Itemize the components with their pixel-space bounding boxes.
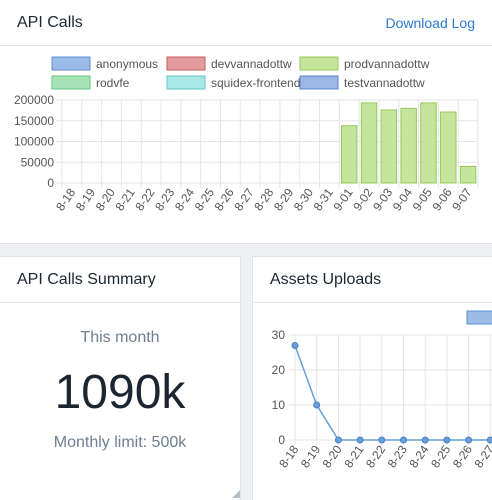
legend-swatch [299,56,339,71]
legend-label: prodvannadottw [344,57,430,71]
legend-label: devvannadottw [211,57,292,71]
legend-item: devvannadottw [166,56,292,71]
x-tick-label: 8-19 [73,185,98,213]
assets-uploads-card: Assets Uploads 0 10 20 30 8-18 8-19 8-20 8-21 8-… [252,256,492,500]
api-calls-chart: anonymous devvannadottw prodvannadottw rodv… [14,56,479,213]
data-point [313,401,321,409]
legend-label: squidex-frontend [211,76,300,90]
legend-swatch [51,56,91,71]
data-point [486,436,492,444]
x-tick-label: 8-19 [298,442,323,470]
x-tick-label: 8-26 [450,442,475,470]
data-point [356,436,364,444]
legend-label: testvannadottw [344,76,425,90]
legend-swatch [166,56,206,71]
bar [420,102,437,184]
x-tick-label: 9-01 [330,185,355,213]
legend-item: anonymous [51,56,158,71]
legend-swatch [299,75,339,90]
summary-title: API Calls Summary [17,270,156,288]
y-tick-label: 30 [272,328,286,342]
assets-title: Assets Uploads [270,270,382,288]
api-calls-title: API Calls [17,13,83,31]
legend-item: testvannadottw [299,75,425,90]
x-tick-label: 9-06 [429,185,454,213]
api-calls-header: API Calls Download Log [0,0,492,46]
legend-label: anonymous [96,57,158,71]
summary-period-label: This month [80,329,160,346]
y-tick-label: 0 [47,176,54,190]
legend-swatch [166,75,206,90]
x-tick-label: 8-31 [311,185,336,213]
x-tick-label: 8-27 [231,185,256,213]
x-tick-label: 9-02 [350,185,375,213]
x-tick-label: 8-28 [251,185,276,213]
x-tick-label: 8-20 [93,185,118,213]
legend-label: rodvfe [96,76,130,90]
assets-uploads-chart: 01020308-188-198-208-218-228-238-248-258… [272,310,492,470]
bar [440,111,457,184]
x-tick-label: 8-20 [320,442,345,470]
y-tick-label: 10 [272,398,286,412]
legend-swatch [466,310,492,325]
y-tick-label: 200000 [14,93,54,107]
assets-header: Assets Uploads [253,257,492,303]
data-point [334,436,342,444]
legend-item: rodvfe [51,75,130,90]
x-tick-label: 8-21 [341,442,366,470]
data-point [291,342,299,349]
api-calls-card: API Calls Download Log anonymous devvanna… [0,0,492,244]
x-tick-label: 8-23 [152,185,177,213]
y-tick-label: 100000 [14,135,54,149]
x-tick-label: 8-18 [53,185,78,213]
summary-header: API Calls Summary [0,257,240,303]
bar [341,125,358,184]
legend-item: squidex-frontend [166,75,300,90]
data-point [378,436,386,444]
x-tick-label: 8-21 [113,185,138,213]
summary-value: 1090k [54,366,186,419]
x-tick-label: 8-22 [363,442,388,470]
x-tick-label: 8-24 [172,185,197,213]
x-tick-label: 8-30 [291,185,316,213]
y-tick-label: 20 [272,363,286,377]
monthly-limit-label: Monthly limit: 500k [53,434,187,451]
data-point [443,436,451,444]
y-tick-label: 0 [278,433,285,447]
x-tick-label: 8-29 [271,185,296,213]
series-line [294,345,491,441]
data-point [400,436,407,444]
bar [459,165,477,184]
data-point [421,436,429,444]
y-tick-label: 50000 [21,155,55,169]
legend-swatch [51,75,91,90]
x-tick-label: 9-04 [390,185,415,213]
resize-handle [232,490,240,498]
download-log-link[interactable]: Download Log [385,14,475,31]
bar [380,109,398,184]
x-tick-label: 8-26 [212,185,237,213]
x-tick-label: 8-25 [428,442,453,470]
summary-body: This month 1090k Monthly limit: 500k [0,329,240,452]
legend-item: prodvannadottw [299,56,430,71]
bar [360,102,378,184]
x-tick-label: 9-03 [370,185,395,213]
bar [400,107,417,184]
x-tick-label: 8-25 [192,185,217,213]
x-tick-label: 8-23 [385,442,410,470]
x-tick-label: 8-22 [132,185,157,213]
data-point [465,436,473,444]
x-tick-label: 9-07 [449,185,474,213]
y-tick-label: 150000 [14,114,54,128]
x-tick-label: 8-24 [406,442,431,470]
api-calls-summary-card: API Calls Summary This month 1090k Month… [0,256,241,500]
x-tick-label: 8-27 [472,442,492,470]
x-tick-label: 9-05 [410,185,435,213]
